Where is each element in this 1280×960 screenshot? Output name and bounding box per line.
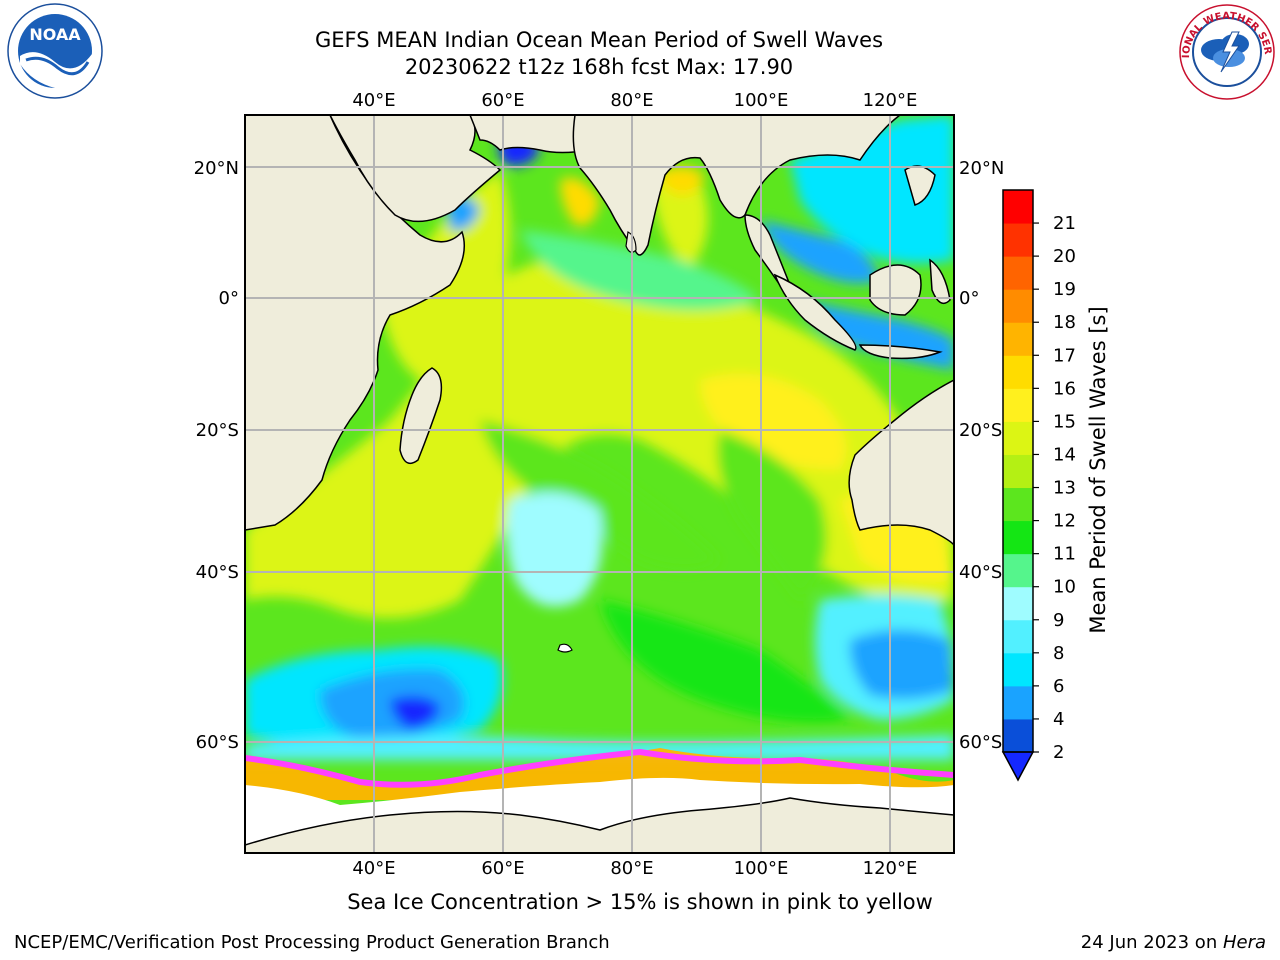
lon-label-top-100e: 100°E xyxy=(734,90,789,111)
lat-label-left-20s: 20°S xyxy=(196,420,239,441)
colorbar-tick-label: 8 xyxy=(1053,643,1064,664)
lon-label-top-80e: 80°E xyxy=(610,90,653,111)
colorbar-bin xyxy=(1003,289,1033,323)
lon-label-top-120e: 120°E xyxy=(863,90,918,111)
colorbar-tick-label: 13 xyxy=(1053,478,1076,499)
map-plot-area xyxy=(245,115,954,853)
land-australia xyxy=(848,379,954,547)
colorbar-bin xyxy=(1003,388,1033,422)
lat-label-left-20n: 20°N xyxy=(194,158,239,179)
lon-label-bottom-100e: 100°E xyxy=(734,858,789,879)
colorbar-tick-label: 10 xyxy=(1053,577,1076,598)
map-frame xyxy=(244,114,955,854)
colorbar-tick-label: 15 xyxy=(1053,411,1076,432)
land-java xyxy=(858,344,943,360)
colorbar-bin xyxy=(1003,553,1033,588)
sea-ice-edge xyxy=(245,748,954,788)
lon-label-bottom-60e: 60°E xyxy=(481,858,524,879)
colorbar-bin xyxy=(1003,718,1033,753)
colorbar-tick-label: 11 xyxy=(1053,544,1076,565)
colorbar-bin xyxy=(1003,322,1033,356)
lat-label-right-40s: 40°S xyxy=(959,562,1002,583)
colorbar-bin xyxy=(1003,421,1033,455)
footer-date: 24 Jun 2023 on Hera xyxy=(1081,932,1266,953)
land-borneo xyxy=(869,264,922,316)
footer-date-text: 24 Jun 2023 on xyxy=(1080,932,1223,953)
colorbar-tick-label: 6 xyxy=(1053,676,1064,697)
footer-host: Hera xyxy=(1222,932,1266,953)
land-sulawesi xyxy=(929,258,951,305)
colorbar-extend-arrow xyxy=(1001,751,1035,782)
colorbar-bin xyxy=(1003,652,1033,687)
colorbar: 2 4 6 8 9 10 11 12 13 14 15 16 17 18 19 20 21 xyxy=(1001,189,1076,782)
map-subtitle-forecast: 20230622 t12z 168h fcst Max: 17.90 xyxy=(404,55,794,79)
lat-label-right-60s: 60°S xyxy=(959,732,1002,753)
colorbar-bin xyxy=(1003,223,1033,257)
land-india xyxy=(572,115,902,256)
colorbar-bin xyxy=(1003,685,1033,720)
map-gridlines xyxy=(245,115,954,853)
colorbar-tick-label: 9 xyxy=(1053,610,1064,631)
map-title: GEFS MEAN Indian Ocean Mean Period of Sw… xyxy=(314,28,884,52)
lon-label-bottom-40e: 40°E xyxy=(352,858,395,879)
footer-credit: NCEP/EMC/Verification Post Processing Pr… xyxy=(14,932,610,953)
colorbar-bin xyxy=(1003,454,1033,489)
lon-label-top-40e: 40°E xyxy=(352,90,395,111)
lat-label-left-0: 0° xyxy=(219,288,239,309)
colorbar-tick-label: 21 xyxy=(1053,213,1076,234)
colorbar-title: Mean Period of Swell Waves [s] xyxy=(1086,306,1110,633)
colorbar-bin xyxy=(1003,586,1033,621)
lon-label-top-60e: 60°E xyxy=(481,90,524,111)
nws-logo: NATIONAL WEATHER SERVICE xyxy=(1177,2,1275,100)
colorbar-tick-label: 12 xyxy=(1053,511,1076,532)
colorbar-tick-label: 16 xyxy=(1053,378,1076,399)
colorbar-tick-label: 2 xyxy=(1053,742,1064,763)
colorbar-tick-label: 19 xyxy=(1053,279,1076,300)
land-kerguelen xyxy=(557,643,573,653)
lon-label-bottom-80e: 80°E xyxy=(610,858,653,879)
noaa-logo-text: NOAA xyxy=(29,25,81,44)
lat-label-right-20s: 20°S xyxy=(959,420,1002,441)
land-sumatra xyxy=(773,273,857,351)
lon-label-bottom-120e: 120°E xyxy=(863,858,918,879)
colorbar-bin xyxy=(1003,256,1033,290)
colorbar-bin xyxy=(1003,355,1033,389)
noaa-logo: NOAA xyxy=(7,3,103,99)
colorbar-tick-label: 17 xyxy=(1053,345,1076,366)
colorbar-tick-label: 14 xyxy=(1053,444,1076,465)
colorbar-tick-label: 20 xyxy=(1053,246,1076,267)
colorbar-tick-label: 4 xyxy=(1053,709,1064,730)
land-antarctica xyxy=(245,797,954,853)
lat-label-left-60s: 60°S xyxy=(196,732,239,753)
colorbar-bin xyxy=(1003,190,1033,224)
lat-label-right-20n: 20°N xyxy=(959,158,1004,179)
land-madagascar xyxy=(399,367,443,465)
colorbar-bin xyxy=(1003,520,1033,555)
land-arabia xyxy=(329,115,502,223)
lat-label-right-0: 0° xyxy=(959,288,979,309)
sea-ice-note: Sea Ice Concentration > 15% is shown in … xyxy=(347,890,933,914)
colorbar-tick-label: 18 xyxy=(1053,312,1076,333)
lat-label-left-40s: 40°S xyxy=(196,562,239,583)
colorbar-bin xyxy=(1003,487,1033,522)
colorbar-frame xyxy=(1002,189,1034,753)
colorbar-bin xyxy=(1003,619,1033,654)
